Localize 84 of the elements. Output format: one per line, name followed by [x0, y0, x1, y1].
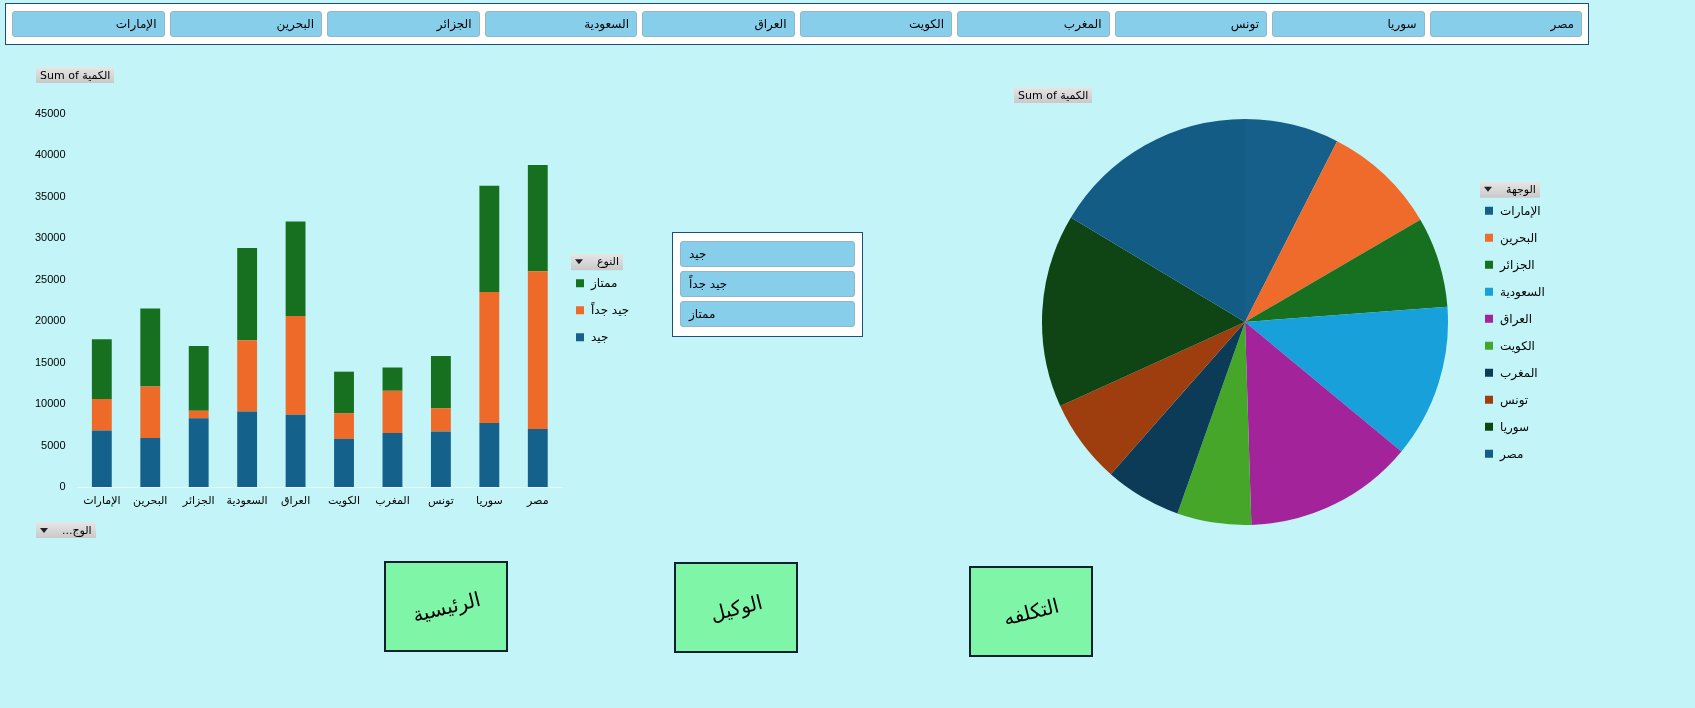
bar: [479, 423, 500, 487]
legend-label: البحرين: [1500, 230, 1538, 245]
x-tick-label: المغرب: [375, 494, 410, 508]
bar: [382, 367, 403, 391]
y-tick-label: 0: [59, 480, 66, 493]
bar: [430, 408, 451, 432]
legend-title: النوع: [597, 255, 619, 269]
text: البحرين: [276, 17, 314, 31]
bar: [188, 345, 209, 411]
bar: [91, 430, 112, 487]
y-tick-label: 10000: [35, 397, 66, 410]
y-tick-label: 5000: [41, 438, 66, 451]
legend-label: المغرب: [1500, 365, 1538, 380]
legend-label: جيد جداً: [591, 303, 630, 318]
legend-label: جيد: [591, 330, 609, 345]
legend-label: مصر: [1500, 446, 1524, 461]
text: العراق: [754, 17, 787, 31]
bar: [237, 248, 258, 341]
text: مصر: [1550, 17, 1574, 31]
bar: [430, 431, 451, 487]
bar: [237, 340, 258, 412]
y-tick-label: 40000: [35, 148, 66, 161]
bar: [334, 413, 354, 439]
text: الإمارات: [115, 17, 157, 31]
legend-label: العراق: [1500, 311, 1533, 326]
bar: [334, 371, 354, 414]
bar: [188, 418, 209, 487]
text: جيد: [689, 247, 707, 261]
bar: [382, 433, 403, 487]
y-tick-label: 35000: [35, 189, 66, 202]
text: ممتاز: [689, 307, 716, 321]
x-tick-label: الإمارات: [83, 494, 121, 508]
legend-label: الكويت: [1500, 338, 1535, 353]
legend-label: السعودية: [1500, 284, 1545, 299]
x-tick-label: سوريا: [476, 494, 503, 508]
y-tick-label: 15000: [35, 355, 66, 368]
legend-label: الإمارات: [1500, 203, 1541, 218]
bar: [527, 165, 548, 272]
bar: [334, 438, 354, 487]
y-tick-label: 45000: [35, 106, 66, 119]
bar: [285, 221, 306, 317]
x-tick-label: تونس: [427, 494, 454, 508]
text: الوكيل: [707, 589, 765, 626]
bar: [188, 410, 209, 419]
legend-label: تونس: [1500, 392, 1529, 407]
x-tick-label: الكويت: [328, 494, 361, 508]
bar: [430, 355, 451, 409]
text: سوريا: [1387, 17, 1417, 31]
x-tick-label: البحرين: [133, 494, 168, 508]
bar: [91, 339, 112, 400]
bar: [140, 308, 161, 387]
x-tick-label: مصر: [526, 494, 549, 508]
chart-title: Sum of الكمية: [1018, 88, 1089, 102]
bar: [479, 292, 500, 424]
bar: [140, 438, 161, 487]
legend-title: الوجهة: [1506, 182, 1536, 196]
text: جيد جداً: [689, 277, 728, 291]
bar: [527, 271, 548, 429]
text: الرئيسية: [409, 586, 483, 627]
text: الجزائر: [436, 17, 472, 31]
text: المغرب: [1063, 17, 1102, 31]
y-tick-label: 20000: [35, 314, 66, 327]
bar: [91, 399, 112, 431]
legend-label: ممتاز: [591, 276, 618, 291]
x-tick-label: العراق: [280, 494, 311, 508]
text: التكلفه: [1000, 593, 1062, 630]
x-tick-label: الجزائر: [181, 494, 215, 508]
bar: [237, 411, 258, 487]
y-tick-label: 25000: [35, 272, 66, 285]
legend-label: الجزائر: [1500, 257, 1535, 272]
bar: [479, 185, 500, 292]
bar: [382, 390, 403, 434]
bar: [527, 428, 548, 487]
text: السعودية: [584, 17, 629, 31]
bar: [140, 386, 161, 439]
x-axis-title: الوج...: [62, 523, 92, 537]
x-tick-label: السعودية: [226, 494, 268, 508]
bar: [285, 414, 306, 487]
y-tick-label: 30000: [35, 231, 66, 244]
text: تونس: [1230, 17, 1259, 31]
text: الكويت: [909, 17, 944, 31]
bar: [285, 316, 306, 415]
legend-label: سوريا: [1500, 419, 1530, 434]
chart-title: Sum of الكمية: [40, 68, 111, 82]
